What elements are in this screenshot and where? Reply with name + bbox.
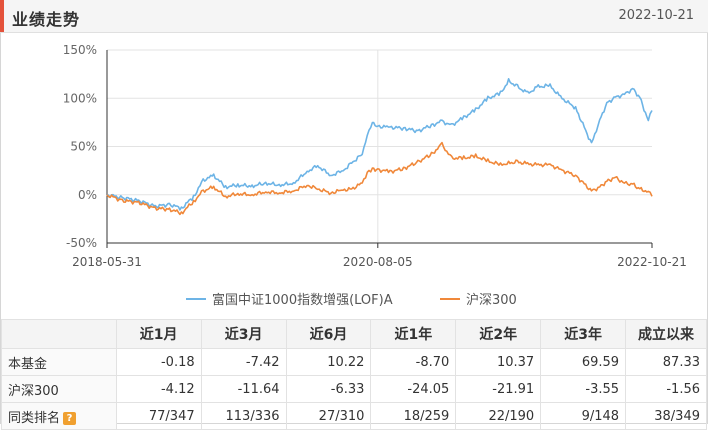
table-cell: -0.18 bbox=[115, 348, 202, 376]
performance-chart: 150% 100% 50% 0% -50% 2018-05-31 2020-08-05 202… bbox=[63, 43, 687, 269]
table-cell: -1.56 bbox=[625, 375, 707, 403]
table-cell: 9/148 bbox=[540, 402, 627, 430]
legend-label-fund: 富国中证1000指数增强(LOF)A bbox=[212, 293, 393, 308]
table-cell: -4.12 bbox=[115, 375, 202, 403]
legend-swatch-fund bbox=[186, 297, 206, 300]
y-tick-label: 0% bbox=[78, 188, 97, 202]
table-cell: -7.42 bbox=[200, 348, 287, 376]
table-header-6m: 近6月 bbox=[285, 319, 372, 349]
table-row-index: 沪深300 -4.12 -11.64 -6.33 -24.05 -21.91 -… bbox=[1, 375, 707, 403]
table-header-3m: 近3月 bbox=[200, 319, 287, 349]
table-header-since-inception: 成立以来 bbox=[625, 319, 707, 349]
table-cell: -8.70 bbox=[370, 348, 457, 376]
legend-item-index[interactable]: 沪深300 bbox=[440, 289, 517, 308]
y-tick-label: -50% bbox=[66, 236, 97, 250]
table-cell: 69.59 bbox=[540, 348, 627, 376]
table-cell: -6.33 bbox=[285, 375, 372, 403]
returns-table: 近1月 近3月 近6月 近1年 近2年 近3年 成立以来 本基金 -0.18 -… bbox=[1, 319, 707, 430]
y-tick-label: 100% bbox=[63, 91, 97, 105]
table-row-fund: 本基金 -0.18 -7.42 10.22 -8.70 10.37 69.59 … bbox=[1, 348, 707, 376]
table-cell: 77/347 bbox=[115, 402, 202, 430]
table-cell: 10.22 bbox=[285, 348, 372, 376]
table-header-2y: 近2年 bbox=[455, 319, 542, 349]
x-tick-label: 2020-08-05 bbox=[343, 255, 413, 269]
x-tick-label: 2022-10-21 bbox=[617, 255, 687, 269]
help-icon[interactable]: ? bbox=[63, 411, 77, 425]
header-accent-bar bbox=[0, 0, 4, 32]
y-tick-label: 150% bbox=[63, 43, 97, 57]
table-cell: 22/190 bbox=[455, 402, 542, 430]
row-label-rank-text: 同类排名 bbox=[8, 410, 61, 426]
table-cell: 38/349 bbox=[625, 402, 707, 430]
y-tick-label: 50% bbox=[70, 140, 97, 154]
table-header-3y: 近3年 bbox=[540, 319, 627, 349]
table-header-blank bbox=[1, 319, 117, 349]
table-cell: -21.91 bbox=[455, 375, 542, 403]
table-cell: 113/336 bbox=[200, 402, 287, 430]
table-header-1y: 近1年 bbox=[370, 319, 457, 349]
legend-item-fund[interactable]: 富国中证1000指数增强(LOF)A bbox=[186, 289, 393, 308]
table-cell: -24.05 bbox=[370, 375, 457, 403]
table-cell: 18/259 bbox=[370, 402, 457, 430]
legend-swatch-index bbox=[440, 297, 460, 300]
table-cell: 10.37 bbox=[455, 348, 542, 376]
series-line-index bbox=[106, 141, 653, 216]
table-cell: -3.55 bbox=[540, 375, 627, 403]
row-label-fund: 本基金 bbox=[1, 348, 117, 376]
series-line-fund bbox=[106, 78, 653, 211]
legend-label-index: 沪深300 bbox=[466, 293, 517, 308]
chart-legend: 富国中证1000指数增强(LOF)A 沪深300 bbox=[0, 289, 708, 309]
row-label-rank: 同类排名? bbox=[1, 402, 117, 430]
table-header-1m: 近1月 bbox=[115, 319, 202, 349]
panel-header: 业绩走势 2022-10-21 bbox=[0, 0, 708, 33]
x-tick-label: 2018-05-31 bbox=[72, 255, 142, 269]
row-label-index: 沪深300 bbox=[1, 375, 117, 403]
as-of-date: 2022-10-21 bbox=[618, 8, 694, 23]
table-row-rank: 同类排名? 77/347 113/336 27/310 18/259 22/19… bbox=[1, 402, 707, 430]
table-cell: 87.33 bbox=[625, 348, 707, 376]
panel-title: 业绩走势 bbox=[12, 10, 81, 29]
table-header-row: 近1月 近3月 近6月 近1年 近2年 近3年 成立以来 bbox=[1, 319, 707, 349]
table-cell: -11.64 bbox=[200, 375, 287, 403]
table-cell: 27/310 bbox=[285, 402, 372, 430]
